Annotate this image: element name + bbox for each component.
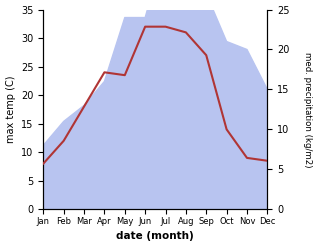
X-axis label: date (month): date (month) [116, 231, 194, 242]
Y-axis label: med. precipitation (kg/m2): med. precipitation (kg/m2) [303, 52, 313, 167]
Y-axis label: max temp (C): max temp (C) [5, 76, 16, 143]
